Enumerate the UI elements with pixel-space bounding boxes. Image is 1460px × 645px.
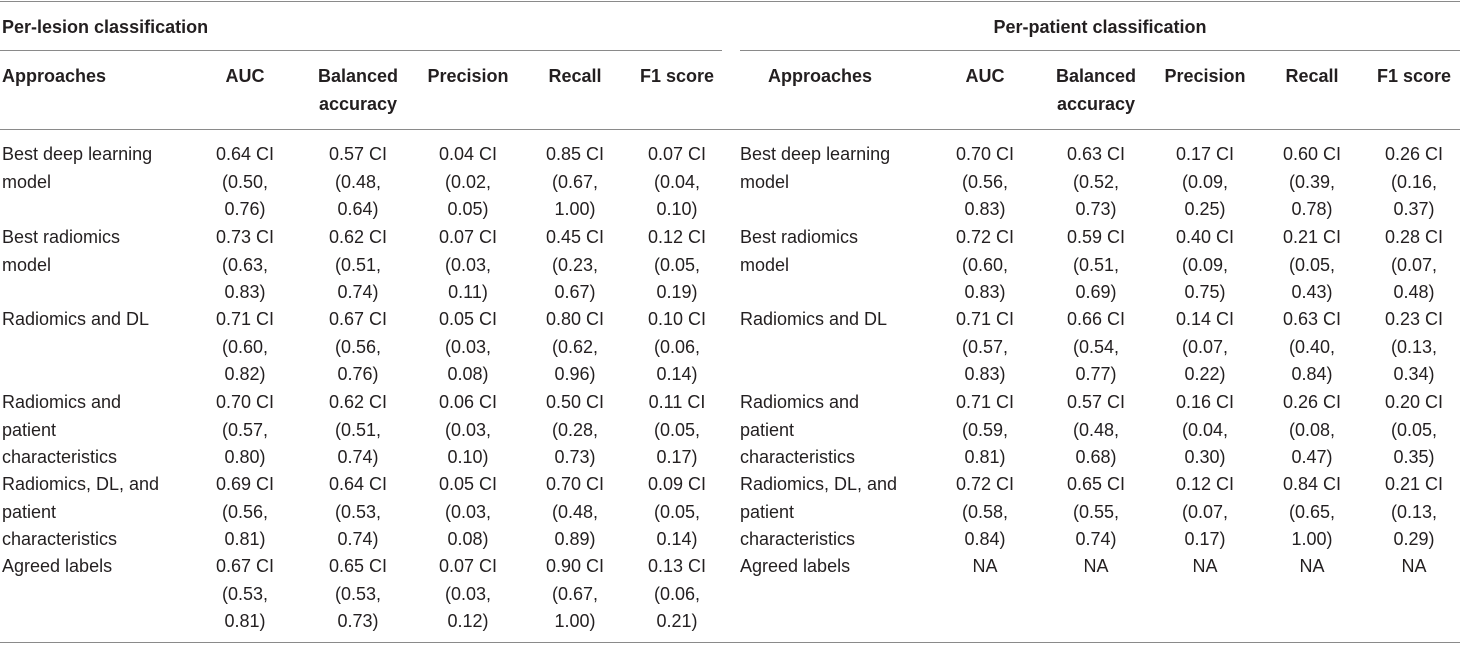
patient-metric-cell: 0.63 CI (0.40, 0.84) (1282, 309, 1342, 384)
patient-metric-cell: 0.65 CI (0.55, 0.74) (1066, 474, 1126, 549)
patient-metric-cell: 0.57 CI (0.48, 0.68) (1066, 392, 1126, 467)
lesion-metric-cell: 0.04 CI (0.02, 0.05) (438, 144, 498, 219)
table-bottom-rule (0, 642, 1460, 643)
patient-metric-cell: NA (1083, 556, 1109, 576)
lesion-metric-cell: 0.64 CI (0.50, 0.76) (215, 144, 275, 219)
patient-approach-cell: Radiomics and patient characteristics (740, 392, 860, 467)
lesion-metric-cell: 0.71 CI (0.60, 0.82) (215, 309, 275, 384)
patient-metric-cell: 0.21 CI (0.13, 0.29) (1384, 474, 1444, 549)
patient-approach-cell: Radiomics and DL (740, 309, 888, 329)
patient-metric-cell: 0.71 CI (0.59, 0.81) (955, 392, 1015, 467)
patient-metric-cell: 0.71 CI (0.57, 0.83) (955, 309, 1015, 384)
patient-metric-cell: 0.72 CI (0.58, 0.84) (955, 474, 1015, 549)
patient-header-balanced-accuracy: Balanced accuracy (1055, 66, 1137, 114)
patient-metric-cell: 0.59 CI (0.51, 0.69) (1066, 227, 1126, 302)
patient-metric-cell: 0.21 CI (0.05, 0.43) (1282, 227, 1342, 302)
lesion-metric-cell: 0.07 CI (0.03, 0.11) (438, 227, 498, 302)
patient-metric-cell: 0.84 CI (0.65, 1.00) (1282, 474, 1342, 549)
lesion-metric-cell: 0.70 CI (0.48, 0.89) (545, 474, 605, 549)
patient-metric-cell: 0.40 CI (0.09, 0.75) (1175, 227, 1235, 302)
lesion-metric-cell: 0.90 CI (0.67, 1.00) (545, 556, 605, 631)
lesion-metric-cell: 0.69 CI (0.56, 0.81) (215, 474, 275, 549)
patient-approach-cell: Best deep learning model (740, 144, 891, 192)
patient-metric-cell: NA (1299, 556, 1325, 576)
lesion-metric-cell: 0.65 CI (0.53, 0.73) (328, 556, 388, 631)
lesion-metric-cell: 0.70 CI (0.57, 0.80) (215, 392, 275, 467)
lesion-header-recall: Recall (548, 66, 602, 86)
lesion-approach-cell: Best radiomics model (2, 227, 121, 275)
patient-metric-cell: 0.63 CI (0.52, 0.73) (1066, 144, 1126, 219)
lesion-approach-cell: Radiomics, DL, and patient characteristi… (2, 474, 160, 549)
patient-metric-cell: 0.26 CI (0.16, 0.37) (1384, 144, 1444, 219)
lesion-group-rule (0, 50, 722, 51)
lesion-metric-cell: 0.57 CI (0.48, 0.64) (328, 144, 388, 219)
lesion-metric-cell: 0.62 CI (0.51, 0.74) (328, 227, 388, 302)
patient-approach-cell: Best radiomics model (740, 227, 859, 275)
lesion-metric-cell: 0.73 CI (0.63, 0.83) (215, 227, 275, 302)
patient-header-recall: Recall (1285, 66, 1339, 86)
lesion-approach-cell: Best deep learning model (2, 144, 153, 192)
patient-group-rule (740, 50, 1460, 51)
lesion-header-f1-score: F1 score (639, 66, 715, 86)
lesion-metric-cell: 0.67 CI (0.56, 0.76) (328, 309, 388, 384)
lesion-metric-cell: 0.06 CI (0.03, 0.10) (438, 392, 498, 467)
lesion-metric-cell: 0.05 CI (0.03, 0.08) (438, 474, 498, 549)
lesion-metric-cell: 0.64 CI (0.53, 0.74) (328, 474, 388, 549)
patient-header-precision: Precision (1164, 66, 1246, 86)
lesion-header-auc: AUC (225, 66, 265, 86)
lesion-metric-cell: 0.67 CI (0.53, 0.81) (215, 556, 275, 631)
lesion-metric-cell: 0.07 CI (0.04, 0.10) (647, 144, 707, 219)
table-top-rule (0, 1, 1460, 2)
lesion-metric-cell: 0.09 CI (0.05, 0.14) (647, 474, 707, 549)
lesion-approach-cell: Agreed labels (2, 556, 113, 576)
patient-metric-cell: 0.16 CI (0.04, 0.30) (1175, 392, 1235, 467)
patient-approach-cell: Radiomics, DL, and patient characteristi… (740, 474, 898, 549)
lesion-metric-cell: 0.62 CI (0.51, 0.74) (328, 392, 388, 467)
patient-header-f1-score: F1 score (1376, 66, 1452, 86)
lesion-metric-cell: 0.45 CI (0.23, 0.67) (545, 227, 605, 302)
lesion-metric-cell: 0.07 CI (0.03, 0.12) (438, 556, 498, 631)
per-lesion-heading: Per-lesion classification (2, 17, 209, 37)
lesion-approach-cell: Radiomics and patient characteristics (2, 392, 122, 467)
patient-metric-cell: 0.14 CI (0.07, 0.22) (1175, 309, 1235, 384)
patient-metric-cell: 0.26 CI (0.08, 0.47) (1282, 392, 1342, 467)
lesion-approach-cell: Radiomics and DL (2, 309, 150, 329)
patient-metric-cell: 0.23 CI (0.13, 0.34) (1384, 309, 1444, 384)
lesion-metric-cell: 0.10 CI (0.06, 0.14) (647, 309, 707, 384)
lesion-header-balanced-accuracy: Balanced accuracy (317, 66, 399, 114)
lesion-metric-cell: 0.11 CI (0.05, 0.17) (648, 392, 706, 467)
patient-metric-cell: 0.66 CI (0.54, 0.77) (1066, 309, 1126, 384)
patient-approach-cell: Agreed labels (740, 556, 851, 576)
lesion-header-approaches: Approaches (2, 66, 107, 86)
patient-metric-cell: 0.20 CI (0.05, 0.35) (1384, 392, 1444, 467)
lesion-metric-cell: 0.05 CI (0.03, 0.08) (438, 309, 498, 384)
lesion-header-precision: Precision (427, 66, 509, 86)
per-patient-heading: Per-patient classification (993, 17, 1207, 37)
patient-metric-cell: NA (972, 556, 998, 576)
lesion-metric-cell: 0.12 CI (0.05, 0.19) (647, 227, 707, 302)
patient-metric-cell: 0.70 CI (0.56, 0.83) (955, 144, 1015, 219)
patient-metric-cell: 0.17 CI (0.09, 0.25) (1175, 144, 1235, 219)
patient-header-approaches: Approaches (767, 66, 873, 86)
lesion-metric-cell: 0.80 CI (0.62, 0.96) (545, 309, 605, 384)
patient-header-auc: AUC (965, 66, 1005, 86)
lesion-metric-cell: 0.13 CI (0.06, 0.21) (647, 556, 707, 631)
lesion-metric-cell: 0.85 CI (0.67, 1.00) (545, 144, 605, 219)
lesion-metric-cell: 0.50 CI (0.28, 0.73) (545, 392, 605, 467)
patient-metric-cell: 0.60 CI (0.39, 0.78) (1282, 144, 1342, 219)
patient-metric-cell: 0.72 CI (0.60, 0.83) (955, 227, 1015, 302)
patient-metric-cell: 0.28 CI (0.07, 0.48) (1384, 227, 1444, 302)
header-bottom-rule (0, 129, 1460, 130)
patient-metric-cell: 0.12 CI (0.07, 0.17) (1175, 474, 1235, 549)
patient-metric-cell: NA (1401, 556, 1427, 576)
patient-metric-cell: NA (1192, 556, 1218, 576)
